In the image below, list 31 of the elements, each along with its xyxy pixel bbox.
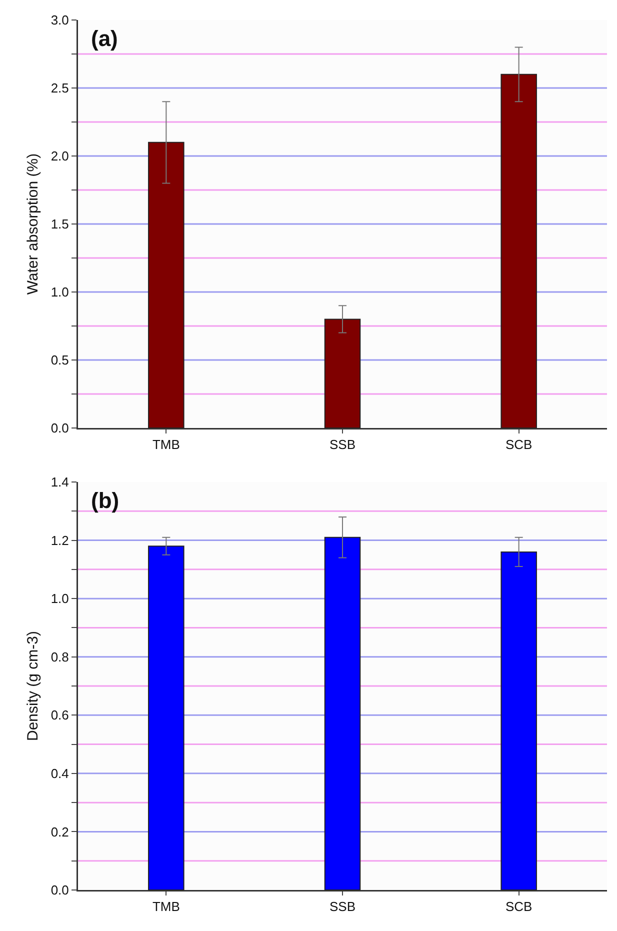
y-tick-label: 0.6 [50,708,69,723]
y-tick-label: 3.0 [50,12,69,28]
y-tick-label: 0.8 [50,649,69,664]
y-tick-label: 0.4 [50,766,69,781]
bar [148,546,184,890]
y-tick-label: 0.0 [50,882,69,898]
y-tick-label: 2.5 [50,80,69,96]
bar [500,74,537,428]
y-axis-title: Density (g cm-3) [24,630,42,742]
x-tick-label: SCB [505,899,532,914]
chart-title: (a) [91,26,118,51]
x-tick-label: TMB [152,437,180,452]
y-tick-label: 2.0 [50,148,69,164]
y-tick-label: 1.0 [50,284,69,300]
x-tick-label: SSB [329,899,356,914]
y-tick-label: 1.5 [50,216,69,232]
y-tick-label: 0.5 [50,352,69,368]
y-tick-label: 0.2 [50,824,69,840]
bar [148,142,184,428]
bar [324,318,361,428]
chart-title: (b) [91,488,120,513]
y-tick-label: 0.0 [50,420,69,436]
x-tick-label: SCB [505,437,532,452]
x-tick-label: TMB [152,899,180,914]
bar [500,551,537,890]
x-tick-label: SSB [329,437,356,452]
y-tick-label: 1.0 [50,591,69,606]
bar [324,536,361,890]
y-tick-label: 1.4 [50,474,69,490]
y-tick-label: 1.2 [50,532,69,548]
y-axis-title: Water absorption (%) [24,153,42,295]
